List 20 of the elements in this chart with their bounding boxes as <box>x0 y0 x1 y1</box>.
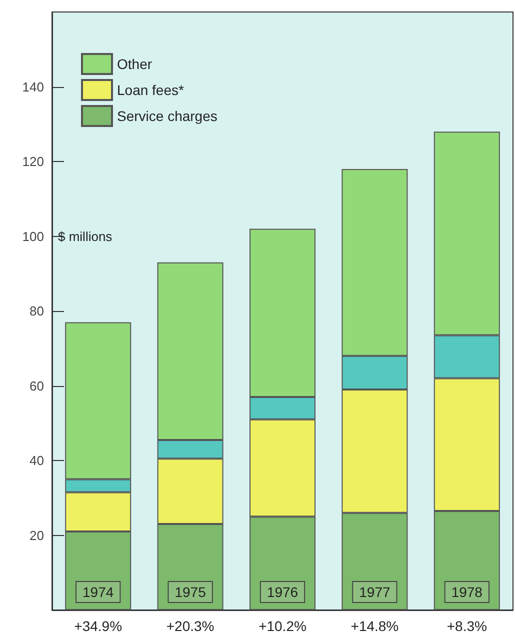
x-tick-label: 1977 <box>359 584 390 600</box>
x-tick-label: 1975 <box>174 584 206 600</box>
y-tick-label: 100 <box>22 228 44 244</box>
legend-label: Other <box>117 56 152 72</box>
y-tick-label: 80 <box>30 304 44 318</box>
text: +34.9% <box>74 618 122 634</box>
x-tick-label: 1974 <box>82 584 114 600</box>
text: +20.3% <box>166 618 214 634</box>
legend-label: Loan fees* <box>117 82 184 98</box>
y-tick-label: 140 <box>22 79 44 94</box>
legend-label: Service charges <box>117 108 218 124</box>
text: +14.8% <box>350 618 399 634</box>
x-tick-label: 1978 <box>451 584 483 600</box>
y-tick-label: 60 <box>30 378 44 394</box>
text: +8.3% <box>446 618 487 634</box>
x-tick-label: 1976 <box>266 584 298 600</box>
text: +10.2% <box>258 618 306 634</box>
y-tick-label: 40 <box>30 453 44 468</box>
y-tick-label: 20 <box>30 528 44 543</box>
y-tick-label: 120 <box>22 154 44 169</box>
